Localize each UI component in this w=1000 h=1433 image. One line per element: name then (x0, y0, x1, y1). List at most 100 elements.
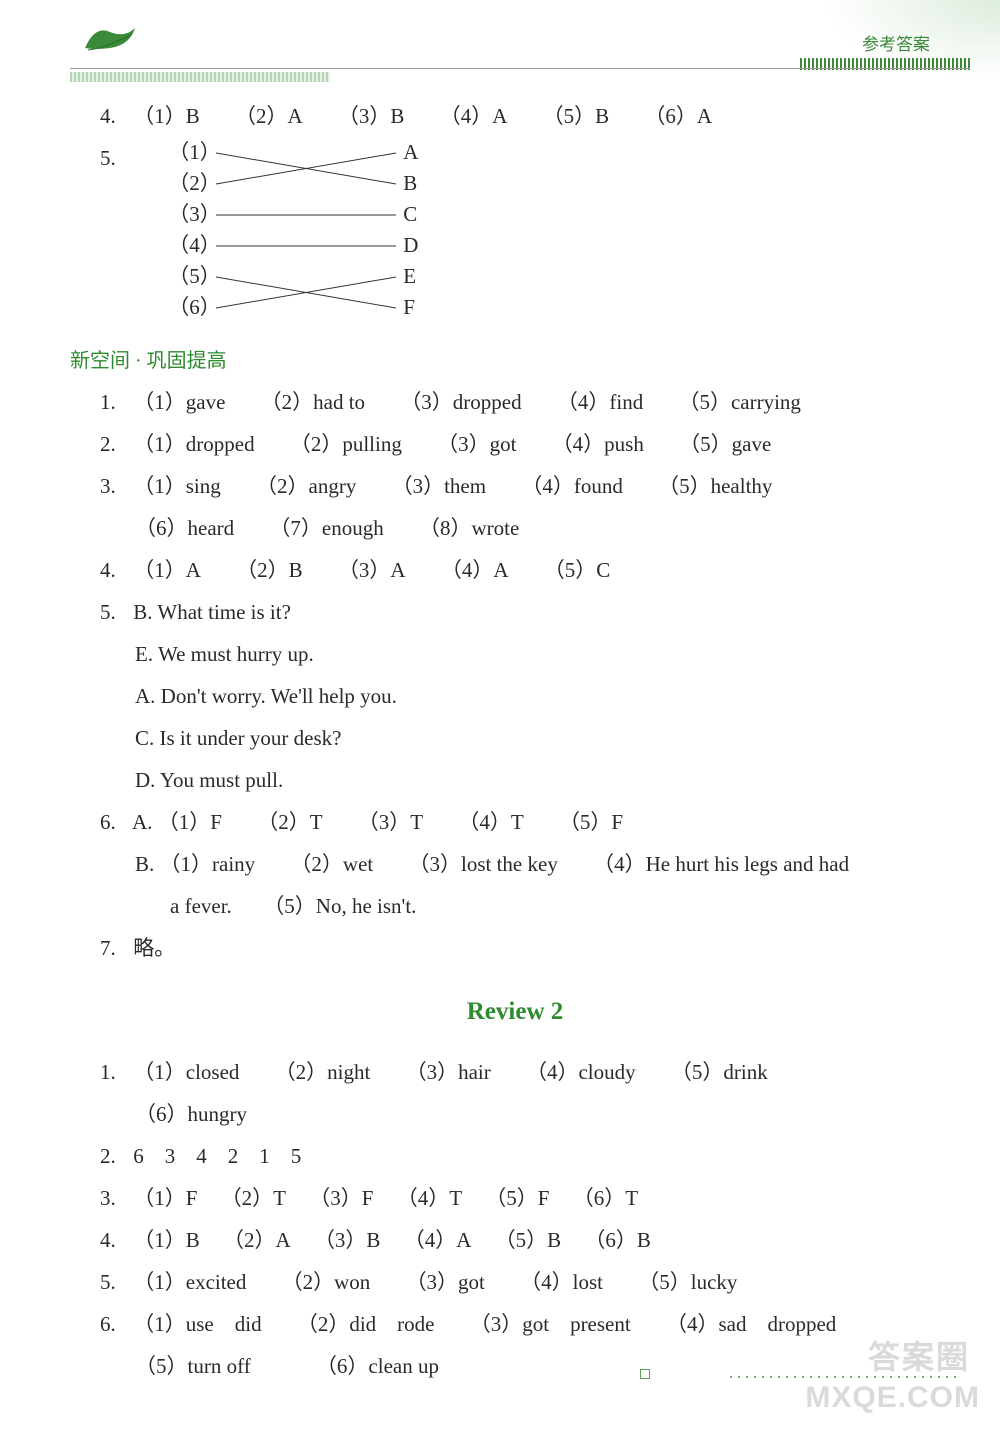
answer-item: （6）heard (135, 507, 234, 549)
answer-item: （5）F (485, 1177, 549, 1219)
answer-item: （2）wet (290, 843, 373, 885)
match-right-item: E (403, 261, 418, 292)
watermark-url: MXQE.COM (805, 1381, 980, 1415)
answer-item: （2）A (235, 95, 303, 137)
answer-item: （2）had to (261, 381, 365, 423)
answer-line: C. Is it under your desk? (135, 726, 341, 750)
answer-item: （3）them (392, 465, 487, 507)
answer-row: 7. 略。 (100, 927, 930, 969)
answer-line: D. You must pull. (135, 768, 283, 792)
sub-label: B. (135, 852, 154, 876)
answer-item: （4）sad dropped (666, 1303, 836, 1345)
question-number: 5. (100, 137, 128, 179)
answer-item: （3）dropped (400, 381, 521, 423)
question-number: 4. (100, 1219, 128, 1261)
answer-item: （2）T (221, 1177, 286, 1219)
answer-item: （1）use did (133, 1303, 261, 1345)
answer-item: （5）C (544, 549, 611, 591)
question-number: 4. (100, 95, 128, 137)
answer-item: （3）hair (406, 1051, 491, 1093)
content-body: 4. （1）B （2）A （3）B （4）A （5）B （6）A 5. （1） … (70, 95, 930, 1387)
answer-item: （3）B (314, 1219, 381, 1261)
leaf-logo-icon (80, 20, 140, 55)
match-left-item: （6） (168, 292, 221, 323)
answer-item: （5）B (495, 1219, 562, 1261)
answer-item: （4）find (557, 381, 643, 423)
answer-row-cont: C. Is it under your desk? (100, 717, 930, 759)
answer-row: 5. B. What time is it? (100, 591, 930, 633)
answer-item: （3）got present (470, 1303, 631, 1345)
answer-row: 5. （1） （2） （3） （4） （5） （6） A B C D E (100, 137, 930, 341)
watermark-text: 答案圈 (868, 1332, 970, 1378)
answer-item: （2）angry (256, 465, 356, 507)
answer-item: （5）drink (671, 1051, 768, 1093)
answer-item: （5）No, he isn't. (263, 894, 416, 918)
answer-row: 1. （1）closed （2）night （3）hair （4）cloudy … (100, 1051, 930, 1093)
match-right-item: A (403, 137, 418, 168)
answer-item: （8）wrote (419, 507, 519, 549)
header-title: 参考答案 (862, 30, 930, 55)
answer-item: （4）found (521, 465, 623, 507)
question-number: 2. (100, 1135, 128, 1177)
answer-item: （3）got (406, 1261, 485, 1303)
answer-row: 5. （1）excited （2）won （3）got （4）lost （5）l… (100, 1261, 930, 1303)
green-bar-decoration (70, 72, 330, 82)
answer-item: （2）A (223, 1219, 291, 1261)
question-number: 1. (100, 381, 128, 423)
answer-row-cont: （6）hungry (100, 1093, 930, 1135)
answer-item: （2）did rode (297, 1303, 435, 1345)
answer-line: A. Don't worry. We'll help you. (135, 684, 397, 708)
answer-item: （4）A (440, 95, 508, 137)
answer-item: （2）night (275, 1051, 371, 1093)
section-heading: 新空间 · 巩固提高 (70, 341, 930, 381)
answer-item: （1）closed (133, 1051, 239, 1093)
answer-row: 2. （1）dropped （2）pulling （3）got （4）push … (100, 423, 930, 465)
answer-row: 6. （1）use did （2）did rode （3）got present… (100, 1303, 930, 1345)
answer-row: 3. （1）sing （2）angry （3）them （4）found （5）… (100, 465, 930, 507)
question-number: 3. (100, 465, 128, 507)
answer-row: 1. （1）gave （2）had to （3）dropped （4）find … (100, 381, 930, 423)
match-lines (216, 142, 401, 332)
answer-row-cont: E. We must hurry up. (100, 633, 930, 675)
answer-item: （4）lost (520, 1261, 603, 1303)
answer-item: （1）B (133, 1219, 200, 1261)
match-right-column: A B C D E F (403, 137, 418, 323)
answer-text: 6 3 4 2 1 5 (133, 1144, 301, 1168)
answer-item: （1）B (133, 95, 200, 137)
answer-text: a fever. (170, 894, 232, 918)
answer-item: （1）A (133, 549, 201, 591)
page-header: 参考答案 (70, 20, 930, 75)
answer-item: （5）lucky (638, 1261, 737, 1303)
answer-row: 6. A. （1）F （2）T （3）T （4）T （5）F (100, 801, 930, 843)
question-number: 5. (100, 1261, 128, 1303)
answer-item: （4）cloudy (526, 1051, 636, 1093)
answer-item: （1）F (158, 801, 222, 843)
match-left-item: （5） (168, 261, 221, 292)
answer-row: 4. （1）A （2）B （3）A （4）A （5）C (100, 549, 930, 591)
match-right-item: C (403, 199, 418, 230)
review-heading: Review 2 (100, 987, 930, 1037)
answer-item: （5）healthy (658, 465, 772, 507)
sub-label: A. (132, 810, 152, 834)
answer-item: （3）A (338, 549, 406, 591)
answer-item: （3）T (358, 801, 423, 843)
answer-row-cont: a fever. （5）No, he isn't. (100, 885, 930, 927)
answer-row: 3. （1）F （2）T （3）F （4）T （5）F （6）T (100, 1177, 930, 1219)
match-left-item: （2） (168, 168, 221, 199)
question-number: 2. (100, 423, 128, 465)
answer-item: （4）A (441, 549, 509, 591)
answer-row-cont: D. You must pull. (100, 759, 930, 801)
answer-item: （6）hungry (135, 1093, 247, 1135)
answer-item: （1）dropped (133, 423, 254, 465)
answer-item: （7）enough (269, 507, 383, 549)
answer-line: B. What time is it? (133, 600, 291, 624)
answer-text: 略。 (133, 936, 175, 960)
question-number: 7. (100, 927, 128, 969)
answer-item: （4）A (404, 1219, 472, 1261)
answer-item: （4）T (458, 801, 523, 843)
answer-row: 4. （1）B （2）A （3）B （4）A （5）B （6）B (100, 1219, 930, 1261)
answer-item: （3）F (309, 1177, 373, 1219)
question-number: 4. (100, 549, 128, 591)
match-right-item: B (403, 168, 418, 199)
answer-item: （3）got (437, 423, 516, 465)
